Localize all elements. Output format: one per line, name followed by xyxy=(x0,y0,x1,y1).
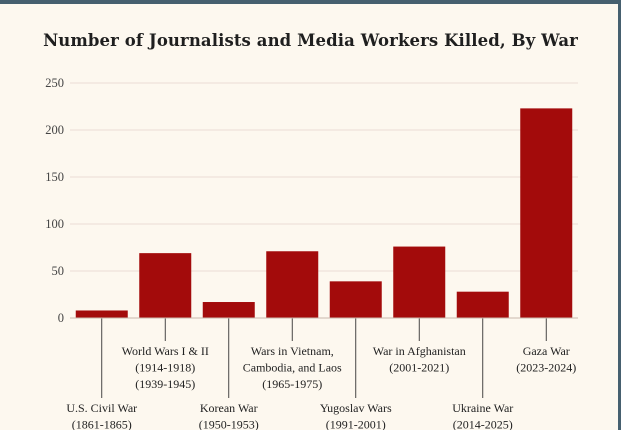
bar xyxy=(266,251,319,318)
category-label: Ukraine War (2014-2025) xyxy=(452,401,513,430)
chart-title: Number of Journalists and Media Workers … xyxy=(43,31,578,50)
bar xyxy=(520,108,573,318)
category-label-line: World Wars I & II xyxy=(122,344,209,358)
category-label: Wars in Vietnam, Cambodia, and Laos (1965-… xyxy=(243,344,342,391)
category-label-line: (1861-1865) xyxy=(72,418,132,430)
category-label: World Wars I & II (1914-1918) (1939-1945) xyxy=(122,344,209,391)
y-tick-label: 250 xyxy=(45,76,64,90)
category-label-line: (2001-2021) xyxy=(389,361,449,375)
category-label-line: (2023-2024) xyxy=(516,361,576,375)
category-label: Korean War (1950-1953) xyxy=(199,401,259,430)
category-label-line: (1965-1975) xyxy=(262,377,322,391)
bar xyxy=(329,281,382,318)
category-label: U.S. Civil War (1861-1865) xyxy=(66,401,137,430)
bar xyxy=(456,291,509,318)
bar xyxy=(75,310,128,318)
category-label-line: Ukraine War xyxy=(452,401,513,415)
bar xyxy=(139,253,192,318)
category-label-line: War in Afghanistan xyxy=(373,344,466,358)
category-label-line: (2014-2025) xyxy=(453,418,513,430)
category-label-line: Yugoslav Wars xyxy=(320,401,392,415)
category-label-line: (1950-1953) xyxy=(199,418,259,430)
y-tick-label: 0 xyxy=(58,311,64,325)
category-label: Yugoslav Wars (1991-2001) xyxy=(320,401,392,430)
right-border xyxy=(618,0,621,430)
y-tick-label: 150 xyxy=(45,170,64,184)
category-label-line: Cambodia, and Laos xyxy=(243,361,342,375)
category-label: War in Afghanistan (2001-2021) xyxy=(373,344,466,375)
category-label: Gaza War (2023-2024) xyxy=(516,344,576,375)
top-border xyxy=(0,0,621,4)
category-label-line: (1914-1918) xyxy=(135,361,195,375)
y-tick-label: 100 xyxy=(45,217,64,231)
category-label-line: (1991-2001) xyxy=(326,418,386,430)
category-label-line: Korean War xyxy=(200,401,258,415)
category-label-line: (1939-1945) xyxy=(135,377,195,391)
y-tick-label: 200 xyxy=(45,123,64,137)
category-label-line: Wars in Vietnam, xyxy=(251,344,334,358)
category-label-line: U.S. Civil War xyxy=(66,401,137,415)
bar xyxy=(202,302,255,318)
category-label-line: Gaza War xyxy=(523,344,570,358)
bar xyxy=(393,246,446,318)
y-tick-label: 50 xyxy=(52,264,65,278)
